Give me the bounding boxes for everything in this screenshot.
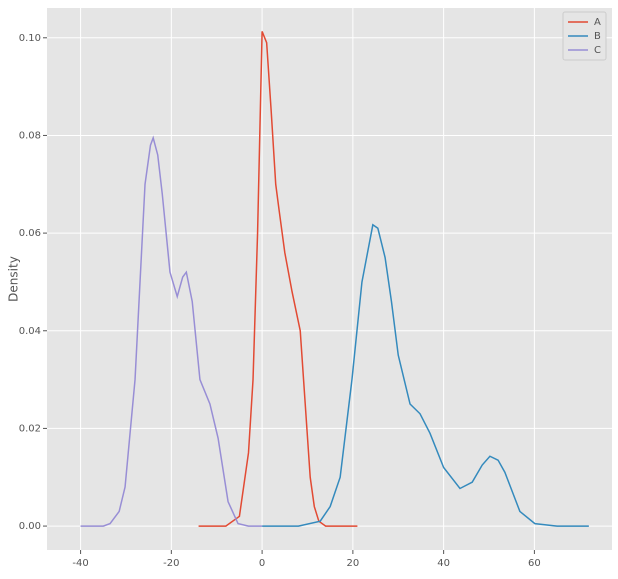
y-tick-label: 0.10 <box>19 33 41 44</box>
line <box>262 223 589 527</box>
x-tick-label: -20 <box>163 558 179 569</box>
x-tick-label: 0 <box>259 558 265 569</box>
y-tick-label: 0.08 <box>19 130 41 141</box>
legend-label: A <box>594 17 601 28</box>
x-tick-label: -40 <box>72 558 88 569</box>
x-tick-label: 40 <box>437 558 450 569</box>
line <box>80 135 263 527</box>
y-tick-label: 0.00 <box>19 521 41 532</box>
legend-label: B <box>594 31 601 42</box>
legend-label: C <box>594 45 601 56</box>
line <box>198 31 358 527</box>
x-tick-label: 60 <box>528 558 541 569</box>
y-tick-label: 0.04 <box>19 326 41 337</box>
y-axis-label: Density <box>7 256 21 302</box>
plot-area <box>47 8 612 550</box>
y-tick-label: 0.06 <box>19 228 41 239</box>
x-tick-label: 20 <box>347 558 360 569</box>
y-tick-label: 0.02 <box>19 423 41 434</box>
